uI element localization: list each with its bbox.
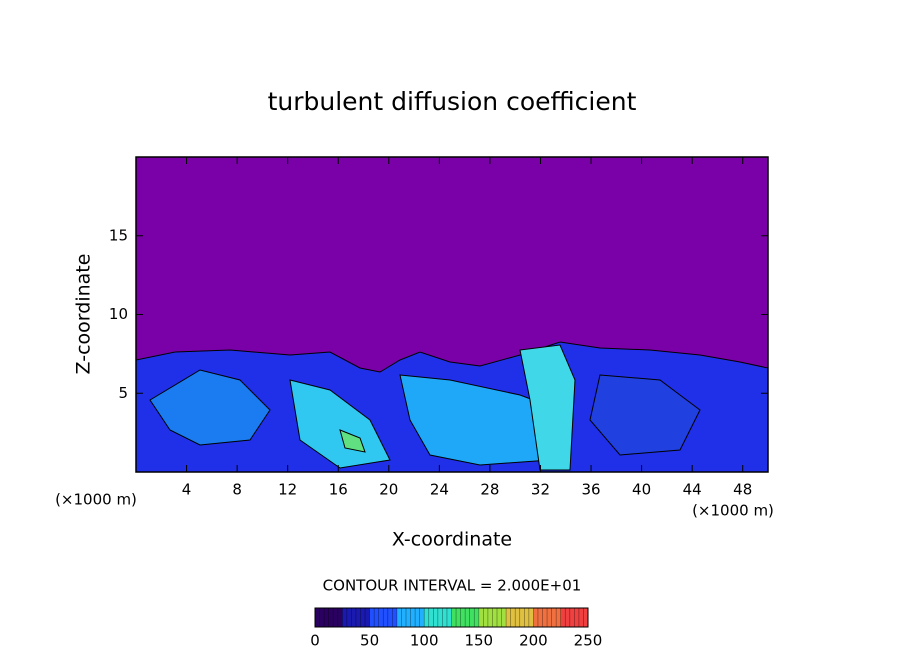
field-region	[149, 369, 271, 446]
field-region	[339, 429, 366, 453]
colorbar-tick-label: 150	[464, 632, 493, 650]
x-tick-label: 40	[632, 481, 651, 499]
x-tick-label: 24	[430, 481, 449, 499]
chart-title: turbulent diffusion coefficient	[268, 87, 637, 116]
y-axis-title: Z-coordinate	[73, 254, 95, 375]
y-tick-label: 10	[109, 305, 128, 323]
colorbar-tick-label: 250	[574, 632, 603, 650]
x-unit-label: (×1000 m)	[692, 502, 774, 520]
field-region	[289, 379, 391, 469]
x-axis-title: X-coordinate	[392, 529, 512, 551]
field-region	[589, 374, 701, 456]
y-tick-label: 15	[109, 226, 128, 244]
colorbar-tick-label: 100	[410, 632, 439, 650]
field-region	[519, 344, 576, 471]
x-tick-label: 48	[733, 481, 752, 499]
y-tick-label: 5	[118, 384, 128, 402]
colorbar-frame	[314, 607, 589, 628]
x-tick-label: 28	[480, 481, 499, 499]
x-tick-label: 16	[329, 481, 348, 499]
x-unit-label: (×1000 m)	[55, 491, 137, 509]
colorbar-tick-label: 200	[519, 632, 548, 650]
colorbar-tick-label: 0	[310, 632, 320, 650]
field	[135, 157, 769, 473]
x-tick-label: 12	[278, 481, 297, 499]
x-tick-label: 32	[531, 481, 550, 499]
colorbar-tick-label: 50	[360, 632, 379, 650]
x-tick-label: 8	[232, 481, 242, 499]
x-tick-label: 36	[581, 481, 600, 499]
x-tick-label: 20	[379, 481, 398, 499]
x-tick-label: 44	[683, 481, 702, 499]
x-tick-label: 4	[182, 481, 192, 499]
contour-interval: CONTOUR INTERVAL = 2.000E+01	[323, 577, 582, 595]
